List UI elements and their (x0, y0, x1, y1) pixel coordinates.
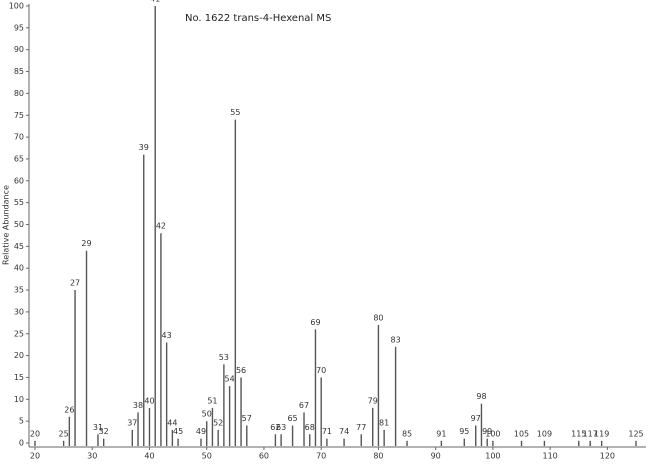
peak-label: 109 (537, 429, 552, 438)
y-tick-label: 25 (14, 329, 24, 338)
peak-label: 63 (276, 423, 286, 432)
y-tick-label: 5 (19, 417, 24, 426)
x-tick-label: 60 (259, 452, 269, 461)
peak-label: 81 (379, 418, 389, 427)
peak-label: 20 (30, 429, 40, 438)
x-tick-label: 80 (373, 452, 383, 461)
peak-label: 41 (150, 0, 160, 4)
peak-label: 32 (99, 427, 109, 436)
y-tick-label: 20 (14, 351, 24, 360)
y-tick-label: 10 (14, 395, 24, 404)
peak-label: 52 (213, 418, 223, 427)
peak-label: 55 (230, 108, 240, 117)
peak-label: 62 (270, 423, 280, 432)
peak-label: 83 (391, 335, 401, 344)
peak-label: 37 (127, 418, 137, 427)
peak-label: 57 (242, 414, 252, 423)
peak-label: 65 (287, 414, 297, 423)
y-tick-label: 15 (14, 373, 24, 382)
peak-label: 80 (373, 314, 383, 323)
y-tick-label: 90 (14, 45, 24, 54)
peak-label: 125 (628, 429, 643, 438)
peak-label: 71 (322, 427, 332, 436)
y-tick-label: 35 (14, 286, 24, 295)
y-tick-label: 100 (9, 2, 24, 11)
peak-label: 115 (571, 429, 586, 438)
x-tick-label: 120 (600, 452, 615, 461)
peak-label: 26 (64, 405, 74, 414)
peak-label: 54 (225, 375, 235, 384)
peak-label: 31 (93, 423, 103, 432)
peak-label: 85 (402, 429, 412, 438)
y-tick-label: 50 (14, 220, 24, 229)
peak-label: 40 (144, 397, 154, 406)
x-tick-label: 50 (202, 452, 212, 461)
peak-label: 27 (70, 279, 80, 288)
x-tick-label: 40 (144, 452, 154, 461)
peak-label: 68 (305, 423, 315, 432)
peak-label: 105 (514, 429, 529, 438)
x-tick-label: 30 (87, 452, 97, 461)
y-tick-label: 0 (19, 439, 24, 448)
y-tick-label: 80 (14, 89, 24, 98)
peak-label: 98 (476, 392, 486, 401)
peak-label: 39 (139, 143, 149, 152)
peak-label: 42 (156, 222, 166, 231)
peak-label: 74 (339, 427, 349, 436)
chart-title: No. 1622 trans-4-Hexenal MS (185, 13, 331, 24)
y-tick-label: 75 (14, 111, 24, 120)
peak-label: 100 (485, 429, 500, 438)
y-tick-label: 65 (14, 154, 24, 163)
peak-label: 38 (133, 401, 143, 410)
x-tick-label: 20 (30, 452, 40, 461)
y-tick-label: 95 (14, 23, 24, 32)
peak-label: 79 (368, 397, 378, 406)
peak-label: 56 (236, 366, 246, 375)
peak-label: 45 (173, 427, 183, 436)
peak-label: 29 (81, 239, 91, 248)
x-tick-label: 70 (316, 452, 326, 461)
peak-label: 117 (583, 429, 598, 438)
x-tick-label: 90 (431, 452, 441, 461)
peak-label: 91 (436, 429, 446, 438)
peak-label: 119 (594, 429, 609, 438)
peak-label: 95 (459, 427, 469, 436)
y-tick-label: 60 (14, 176, 24, 185)
peak-label: 69 (310, 318, 320, 327)
peak-label: 77 (356, 423, 366, 432)
peak-label: 99 (482, 427, 492, 436)
y-axis-label: Relative Abundance (2, 185, 11, 265)
y-tick-label: 70 (14, 133, 24, 142)
peak-label: 43 (162, 331, 172, 340)
y-tick-label: 55 (14, 198, 24, 207)
peak-label: 53 (219, 353, 229, 362)
peak-label: 44 (167, 418, 177, 427)
y-tick-label: 45 (14, 242, 24, 251)
y-tick-label: 30 (14, 307, 24, 316)
peak-label: 51 (207, 397, 217, 406)
peak-label: 70 (316, 366, 326, 375)
peak-label: 97 (471, 414, 481, 423)
y-tick-label: 85 (14, 67, 24, 76)
y-tick-label: 40 (14, 264, 24, 273)
peak-label: 67 (299, 401, 309, 410)
x-tick-label: 100 (485, 452, 500, 461)
peak-label: 49 (196, 427, 206, 436)
x-tick-label: 110 (543, 452, 558, 461)
peak-label: 50 (202, 410, 212, 419)
peak-label: 25 (59, 429, 69, 438)
